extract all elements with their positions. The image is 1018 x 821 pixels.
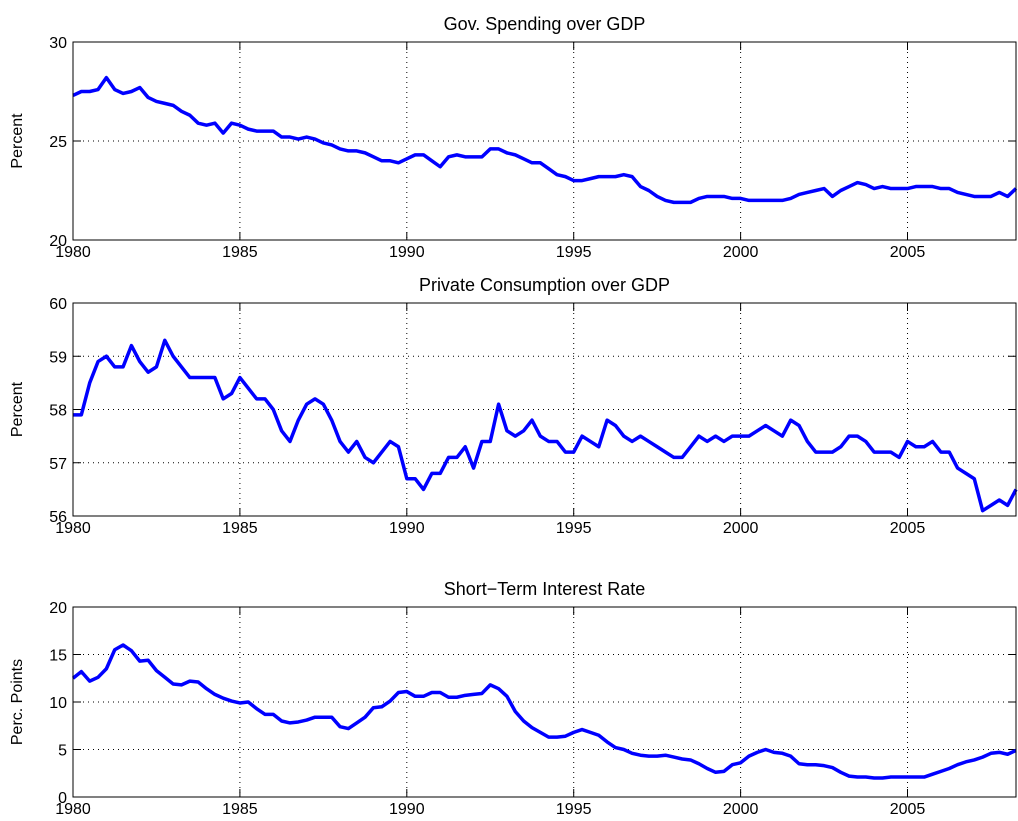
x-tick-label: 1995 (556, 520, 592, 537)
y-tick-label: 57 (49, 456, 67, 473)
y-axis-label: Percent (9, 381, 26, 437)
plot-area (73, 303, 1016, 516)
y-tick-label: 30 (49, 35, 67, 52)
plot-frame (72, 41, 1017, 241)
y-tick-label: 0 (58, 790, 67, 807)
x-tick-label: 1995 (556, 244, 592, 261)
chart-title: Private Consumption over GDP (419, 275, 670, 295)
y-tick-label: 15 (49, 648, 67, 665)
plot-area (73, 607, 1016, 797)
x-tick-label: 1980 (55, 801, 91, 818)
data-line (71, 643, 1017, 780)
x-tick-label: 1995 (556, 801, 592, 818)
y-tick-label: 5 (58, 743, 67, 760)
x-tick-label: 1990 (389, 801, 425, 818)
x-tick-label: 1990 (389, 244, 425, 261)
x-tick-label: 2005 (890, 520, 926, 537)
y-tick-label: 20 (49, 600, 67, 617)
y-tick-label: 58 (49, 403, 67, 420)
y-tick-label: 59 (49, 349, 67, 366)
y-tick-label: 56 (49, 509, 67, 526)
x-tick-label: 2000 (723, 244, 759, 261)
y-tick-label: 10 (49, 695, 67, 712)
y-tick-label: 20 (49, 233, 67, 250)
x-tick-label: 1990 (389, 520, 425, 537)
x-tick-label: 1985 (222, 244, 258, 261)
x-tick-label: 1985 (222, 801, 258, 818)
x-tick-label: 2000 (723, 520, 759, 537)
chart-title: Short−Term Interest Rate (444, 579, 646, 599)
plot-frame (72, 302, 1017, 517)
y-tick-label: 60 (49, 296, 67, 313)
data-line (72, 75, 1018, 205)
x-tick-label: 1980 (55, 244, 91, 261)
x-tick-label: 1985 (222, 520, 258, 537)
x-tick-label: 1980 (55, 520, 91, 537)
plot-area (73, 42, 1016, 240)
x-tick-label: 2005 (890, 244, 926, 261)
y-tick-label: 25 (49, 134, 67, 151)
x-tick-label: 2005 (890, 801, 926, 818)
data-line (73, 338, 1018, 513)
chart-title: Gov. Spending over GDP (444, 14, 646, 34)
y-axis-label: Percent (9, 113, 26, 169)
y-axis-label: Perc. Points (9, 659, 26, 745)
x-tick-label: 2000 (723, 801, 759, 818)
plot-frame (72, 606, 1017, 798)
